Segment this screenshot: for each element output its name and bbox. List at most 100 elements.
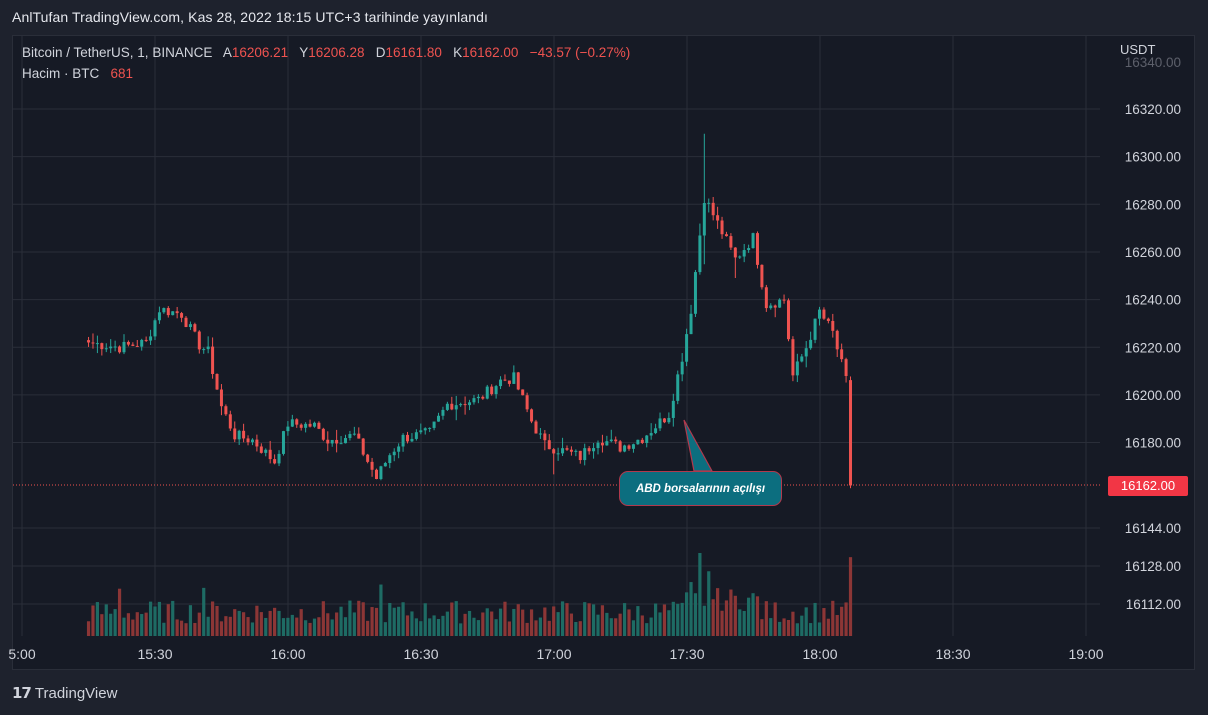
candle-body xyxy=(109,346,113,349)
candle-body xyxy=(826,318,830,321)
volume-bar xyxy=(587,603,591,636)
tradingview-logo-icon: 𝟭𝟳 xyxy=(12,685,32,702)
volume-bar xyxy=(733,595,737,636)
x-tick-label: 5:00 xyxy=(8,646,35,662)
candle-body xyxy=(472,398,476,403)
volume-bar xyxy=(658,612,662,636)
volume-bar xyxy=(826,618,830,636)
candle-body xyxy=(317,422,321,429)
volume-bar xyxy=(569,613,574,636)
volume-bar xyxy=(591,604,596,636)
volume-bar xyxy=(840,606,844,636)
volume-bar xyxy=(339,606,343,636)
volume-bar xyxy=(104,604,108,636)
candle-body xyxy=(490,386,494,395)
volume-bar xyxy=(560,601,565,636)
volume-bar xyxy=(614,618,618,636)
volume-bar xyxy=(689,582,693,636)
volume-bar xyxy=(122,617,126,636)
volume-bar xyxy=(747,597,751,636)
volume-bar xyxy=(370,607,374,636)
close-label: K xyxy=(453,45,463,60)
volume-bar xyxy=(764,601,768,636)
candle-body xyxy=(233,428,237,440)
candle-body xyxy=(437,415,441,422)
candle-body xyxy=(685,334,689,362)
annotation-callout[interactable]: ABD borsalarının açılışı xyxy=(619,471,782,506)
candle-body xyxy=(281,431,285,454)
candle-body xyxy=(764,287,768,309)
brand-name: TradingView xyxy=(34,684,118,702)
candle-body xyxy=(215,373,219,390)
candle-body xyxy=(512,372,516,384)
volume-bar xyxy=(157,601,162,636)
candle-body xyxy=(556,453,560,455)
volume-bar xyxy=(738,609,742,636)
y-tick-label: 16128.00 xyxy=(1125,559,1181,574)
candle-body xyxy=(569,449,573,452)
candle-body xyxy=(295,419,299,425)
candle-body xyxy=(813,318,817,340)
volume-bar xyxy=(791,611,795,636)
volume-label[interactable]: Hacim · BTC xyxy=(22,66,100,81)
candle-body xyxy=(423,428,427,431)
candle-body xyxy=(702,203,706,236)
candle-body xyxy=(259,446,263,453)
y-tick-label-clipped: 16340.00 xyxy=(1125,55,1181,70)
y-tick-label: 16144.00 xyxy=(1125,521,1181,536)
volume-bar xyxy=(671,601,675,636)
volume-bar xyxy=(450,602,454,636)
symbol-label[interactable]: Bitcoin / TetherUS, 1, BINANCE xyxy=(22,45,213,60)
candle-body xyxy=(375,469,378,480)
x-tick-label: 17:00 xyxy=(536,646,571,662)
candle-body xyxy=(131,344,135,346)
candle-body xyxy=(419,430,423,433)
currency-unit[interactable]: USDT xyxy=(1120,42,1156,57)
candle-body xyxy=(724,234,728,237)
volume-bar xyxy=(512,608,516,636)
volume-bar xyxy=(685,592,689,636)
candle-body xyxy=(140,339,144,347)
candle-body xyxy=(640,439,644,443)
chart-pane[interactable] xyxy=(12,35,1195,670)
tradingview-logo[interactable]: 𝟭𝟳 TradingView xyxy=(12,684,118,703)
volume-bar xyxy=(140,614,144,636)
volume-bar xyxy=(503,601,507,636)
candle-body xyxy=(680,361,684,375)
candle-body xyxy=(126,341,130,345)
volume-bar xyxy=(795,623,799,636)
candle-body xyxy=(149,336,153,341)
candle-body xyxy=(432,421,436,428)
volume-bar xyxy=(653,603,658,636)
candle-body xyxy=(277,453,281,464)
x-tick-label: 19:00 xyxy=(1068,646,1103,662)
volume-bar xyxy=(162,622,166,636)
volume-bar xyxy=(476,620,480,636)
candle-body xyxy=(596,442,600,449)
volume-bar xyxy=(693,593,698,636)
volume-bar xyxy=(352,612,356,636)
high-label: Y xyxy=(299,45,309,60)
last-price-badge: 16162.00 xyxy=(1108,476,1188,496)
candle-body xyxy=(773,305,777,308)
candle-body xyxy=(113,346,117,348)
candle-body xyxy=(671,400,675,418)
candle-body xyxy=(755,233,759,265)
volume-bar xyxy=(578,621,582,636)
volume-bar xyxy=(467,610,472,636)
candle-body xyxy=(676,374,680,401)
candle-body xyxy=(162,308,166,313)
volume-bar xyxy=(436,618,441,636)
volume-bar xyxy=(171,600,175,636)
candle-body xyxy=(795,361,799,376)
x-tick-label: 16:30 xyxy=(403,646,438,662)
volume-bar xyxy=(676,603,680,636)
volume-bar xyxy=(600,605,605,636)
volume-bar xyxy=(361,602,365,636)
volume-bar xyxy=(392,607,396,636)
volume-bar xyxy=(321,601,325,636)
volume-bar xyxy=(335,612,339,636)
volume-bar xyxy=(91,605,95,636)
candle-body xyxy=(543,433,547,441)
